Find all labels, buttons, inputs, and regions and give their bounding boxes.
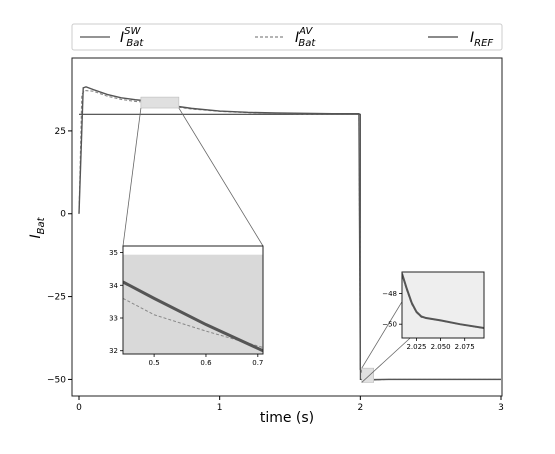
inset-lines bbox=[402, 273, 484, 330]
inset-border bbox=[401, 271, 485, 339]
y-tick-label: −25 bbox=[47, 293, 66, 303]
inset-x-tick-label: 2.075 bbox=[455, 343, 475, 351]
y-tick-label: 0 bbox=[60, 210, 66, 220]
y-tick-label: −50 bbox=[47, 375, 66, 385]
zoom-connector bbox=[178, 107, 264, 247]
y-axis-label-sub: Bat bbox=[36, 216, 47, 234]
x-axis-label: time (s) bbox=[260, 410, 314, 426]
inset-y-tick-label: 35 bbox=[109, 249, 118, 257]
legend-label: IAV Bat bbox=[295, 26, 316, 49]
x-tick-label: 0 bbox=[76, 403, 82, 413]
inset-y-tick-label: 34 bbox=[109, 282, 118, 290]
legend-label-main: I bbox=[470, 30, 474, 46]
x-tick-label: 2 bbox=[357, 403, 363, 413]
inset-border bbox=[122, 245, 264, 355]
legend-label-main: I bbox=[120, 30, 124, 46]
zoom-region-0 bbox=[140, 96, 180, 109]
legend-label: IREF bbox=[470, 30, 493, 49]
zoom-connector bbox=[361, 337, 411, 383]
zoom-connector bbox=[361, 301, 403, 369]
y-axis-label-main: I bbox=[28, 234, 44, 238]
inset-y-tick-label: 32 bbox=[109, 347, 118, 355]
inset-sw-line bbox=[123, 280, 263, 353]
y-axis-label: IBat bbox=[28, 216, 47, 238]
y-tick-label: 25 bbox=[55, 127, 66, 137]
inset-av-line bbox=[123, 297, 263, 348]
legend-label-sub: REF bbox=[474, 38, 493, 49]
inset-0: 0.5 0.6 0.7 32 33 34 35 bbox=[109, 245, 264, 367]
inset-x-tick-label: 0.6 bbox=[200, 359, 212, 367]
legend-label: ISW Bat bbox=[120, 26, 144, 49]
x-tick-label: 1 bbox=[217, 403, 223, 413]
legend-label-sup: AV bbox=[298, 26, 313, 37]
zoom-region-1 bbox=[361, 367, 374, 383]
inset-y-tick-label: −50 bbox=[382, 321, 397, 329]
inset-unshaded-band bbox=[123, 246, 263, 255]
legend-label-main: I bbox=[295, 30, 299, 46]
inset-x-tick-label: 2.050 bbox=[431, 343, 451, 351]
inset-lines bbox=[123, 280, 263, 353]
inset-x-tick-label: 0.7 bbox=[252, 359, 263, 367]
legend: ISW Bat IAV Bat IREF bbox=[71, 23, 503, 51]
zoom-connector bbox=[122, 107, 142, 247]
legend-label-sup: SW bbox=[124, 26, 141, 37]
legend-label-sub: Bat bbox=[298, 38, 316, 49]
x-tick-label: 3 bbox=[498, 403, 504, 413]
inset-y-tick-label: 33 bbox=[109, 315, 118, 323]
inset-x-tick-label: 0.5 bbox=[149, 359, 160, 367]
inset-x-tick-label: 2.025 bbox=[406, 343, 426, 351]
inset-frame bbox=[122, 245, 264, 355]
inset-y-tick-label: −48 bbox=[382, 290, 397, 298]
inset-1: 2.025 2.050 2.075 −48 −50 bbox=[382, 271, 485, 351]
inset-frame bbox=[401, 271, 485, 339]
legend-label-sub: Bat bbox=[126, 38, 144, 49]
inset-sw-line bbox=[402, 273, 484, 330]
